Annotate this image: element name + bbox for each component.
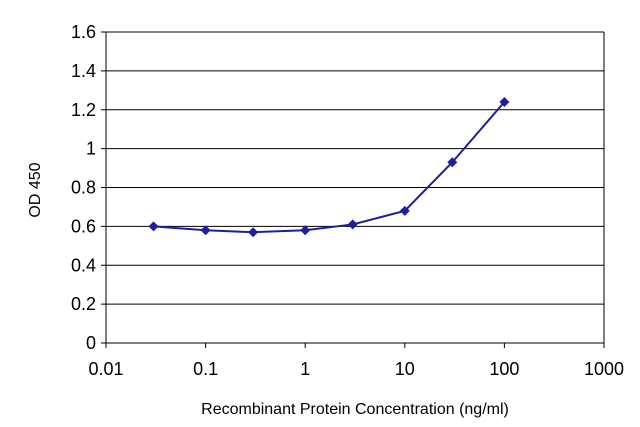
y-tick-label: 1.4 [71, 61, 96, 81]
y-tick-label: 0.4 [71, 255, 96, 275]
y-tick-label: 0 [86, 333, 96, 353]
y-axis-ticks: 0 0.2 0.4 0.6 0.8 1 1.2 1.4 1.6 [71, 22, 106, 353]
y-tick-label: 1.2 [71, 100, 96, 120]
data-point [447, 157, 458, 168]
data-point [200, 225, 211, 236]
x-tick-label: 0.01 [88, 359, 123, 379]
data-point [148, 221, 159, 232]
y-tick-label: 0.2 [71, 294, 96, 314]
y-axis-title: OD 450 [27, 162, 44, 217]
y-tick-label: 1.6 [71, 22, 96, 42]
data-point [248, 227, 259, 238]
x-tick-label: 1 [300, 359, 310, 379]
y-tick-label: 0.6 [71, 216, 96, 236]
y-tick-label: 1 [86, 139, 96, 159]
x-tick-label: 0.1 [193, 359, 218, 379]
series-line [153, 101, 506, 234]
data-point [300, 225, 311, 236]
data-point [399, 205, 410, 216]
data-point [347, 219, 358, 230]
x-tick-label: 10 [395, 359, 415, 379]
x-axis-ticks: 0.01 0.1 1 10 100 1000 [88, 343, 624, 379]
series-group [148, 96, 510, 238]
x-tick-label: 100 [489, 359, 519, 379]
y-tick-label: 0.8 [71, 178, 96, 198]
data-point [499, 96, 510, 107]
x-axis-title: Recombinant Protein Concentration (ng/ml… [201, 401, 509, 418]
x-tick-label: 1000 [584, 359, 624, 379]
